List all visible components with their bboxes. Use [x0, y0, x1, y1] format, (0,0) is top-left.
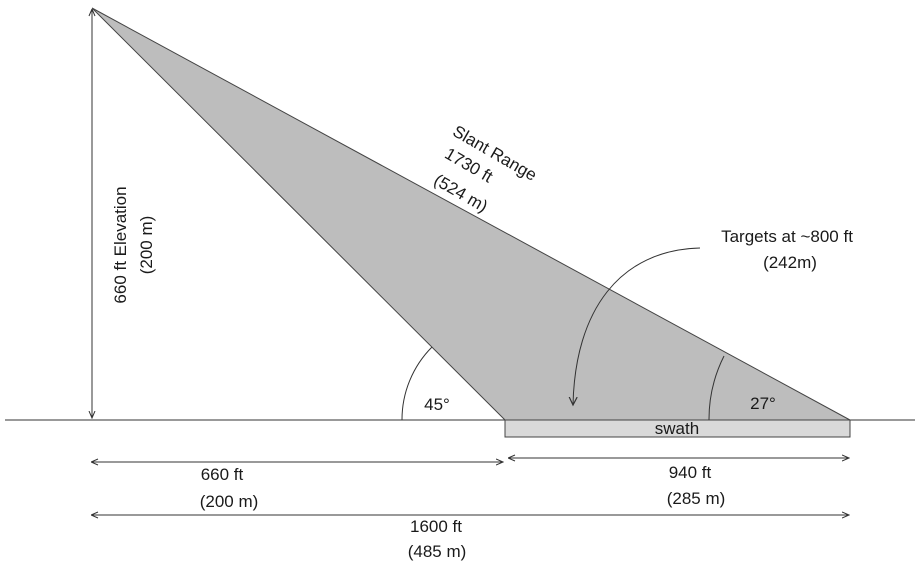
total-range-label-line2: (485 m)	[408, 542, 467, 561]
radar-beam-wedge	[91, 7, 851, 421]
far-angle-label: 27°	[750, 394, 776, 413]
swath-width-label-line2: (285 m)	[667, 489, 726, 508]
targets-pointer-arrow	[573, 247, 701, 405]
total-range-label-line1: 1600 ft	[410, 517, 462, 536]
swath-bar	[504, 419, 851, 438]
near-range-label-line1: 660 ft	[201, 465, 244, 484]
elevation-label-line1: 660 ft Elevation	[111, 186, 130, 303]
far-angle-arc	[708, 355, 725, 421]
targets-label-line2: (242m)	[763, 253, 817, 272]
near-angle-arc	[401, 346, 433, 421]
targets-label-line1: Targets at ~800 ft	[721, 227, 853, 246]
swath-width-label-line1: 940 ft	[669, 463, 712, 482]
near-range-label-line2: (200 m)	[200, 492, 259, 511]
elevation-label-line2: (200 m)	[137, 216, 156, 275]
near-angle-label: 45°	[424, 395, 450, 414]
swath-label: swath	[655, 419, 699, 438]
elevation-label: 660 ft Elevation (200 m)	[111, 186, 156, 303]
